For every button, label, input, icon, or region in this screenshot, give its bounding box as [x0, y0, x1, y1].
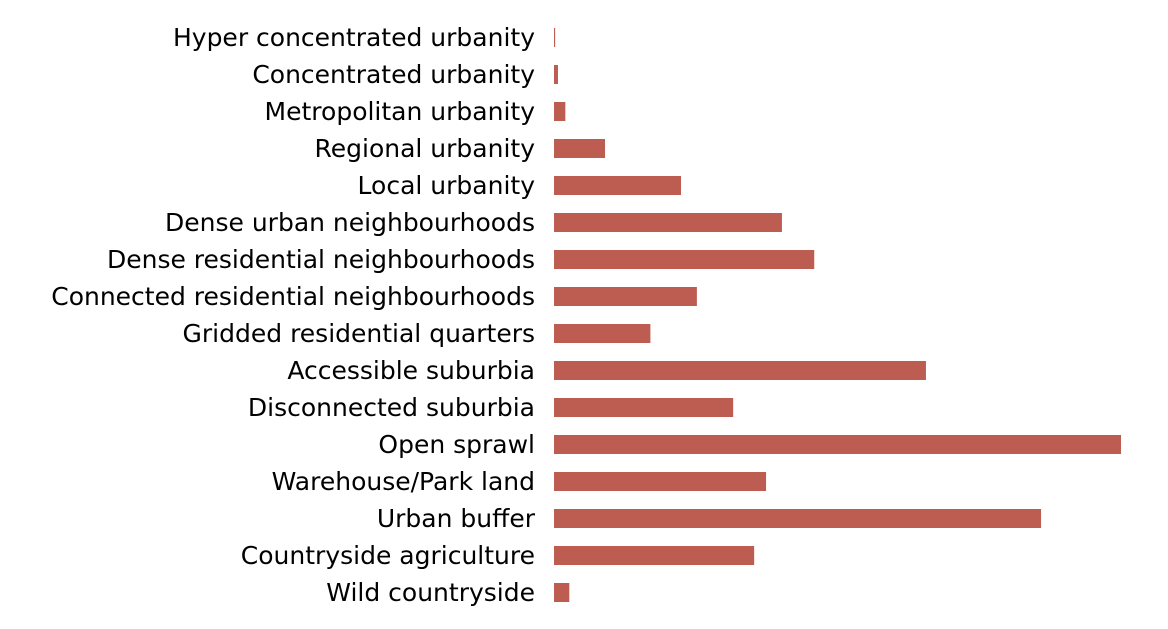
category-label: Hyper concentrated urbanity — [173, 23, 535, 52]
bar — [554, 472, 767, 491]
bar — [554, 361, 926, 380]
category-label: Dense urban neighbourhoods — [165, 208, 535, 237]
bar — [554, 65, 558, 84]
bar — [554, 213, 782, 232]
category-label: Concentrated urbanity — [252, 60, 535, 89]
bar — [554, 28, 556, 47]
bar — [554, 583, 570, 602]
category-label: Connected residential neighbourhoods — [51, 282, 535, 311]
bar — [554, 139, 606, 158]
bar — [554, 250, 815, 269]
category-label: Gridded residential quarters — [183, 319, 535, 348]
bar — [554, 102, 566, 121]
bar — [554, 509, 1042, 528]
bar — [554, 176, 682, 195]
category-label: Dense residential neighbourhoods — [107, 245, 535, 274]
bar — [554, 546, 755, 565]
category-label: Wild countryside — [326, 578, 535, 607]
category-label: Open sprawl — [378, 430, 535, 459]
category-label: Regional urbanity — [315, 134, 536, 163]
category-label: Disconnected suburbia — [248, 393, 535, 422]
category-label: Metropolitan urbanity — [265, 97, 536, 126]
bar — [554, 324, 651, 343]
category-labels: Hyper concentrated urbanity Concentrated … — [51, 23, 535, 607]
bars — [554, 28, 1121, 602]
category-label: Countryside agriculture — [241, 541, 535, 570]
bar — [554, 287, 697, 306]
bar — [554, 398, 734, 417]
category-label: Accessible suburbia — [287, 356, 535, 385]
category-label: Local urbanity — [358, 171, 536, 200]
bar — [554, 435, 1121, 454]
category-label: Warehouse/Park land — [272, 467, 535, 496]
category-label: Urban buffer — [377, 504, 536, 533]
